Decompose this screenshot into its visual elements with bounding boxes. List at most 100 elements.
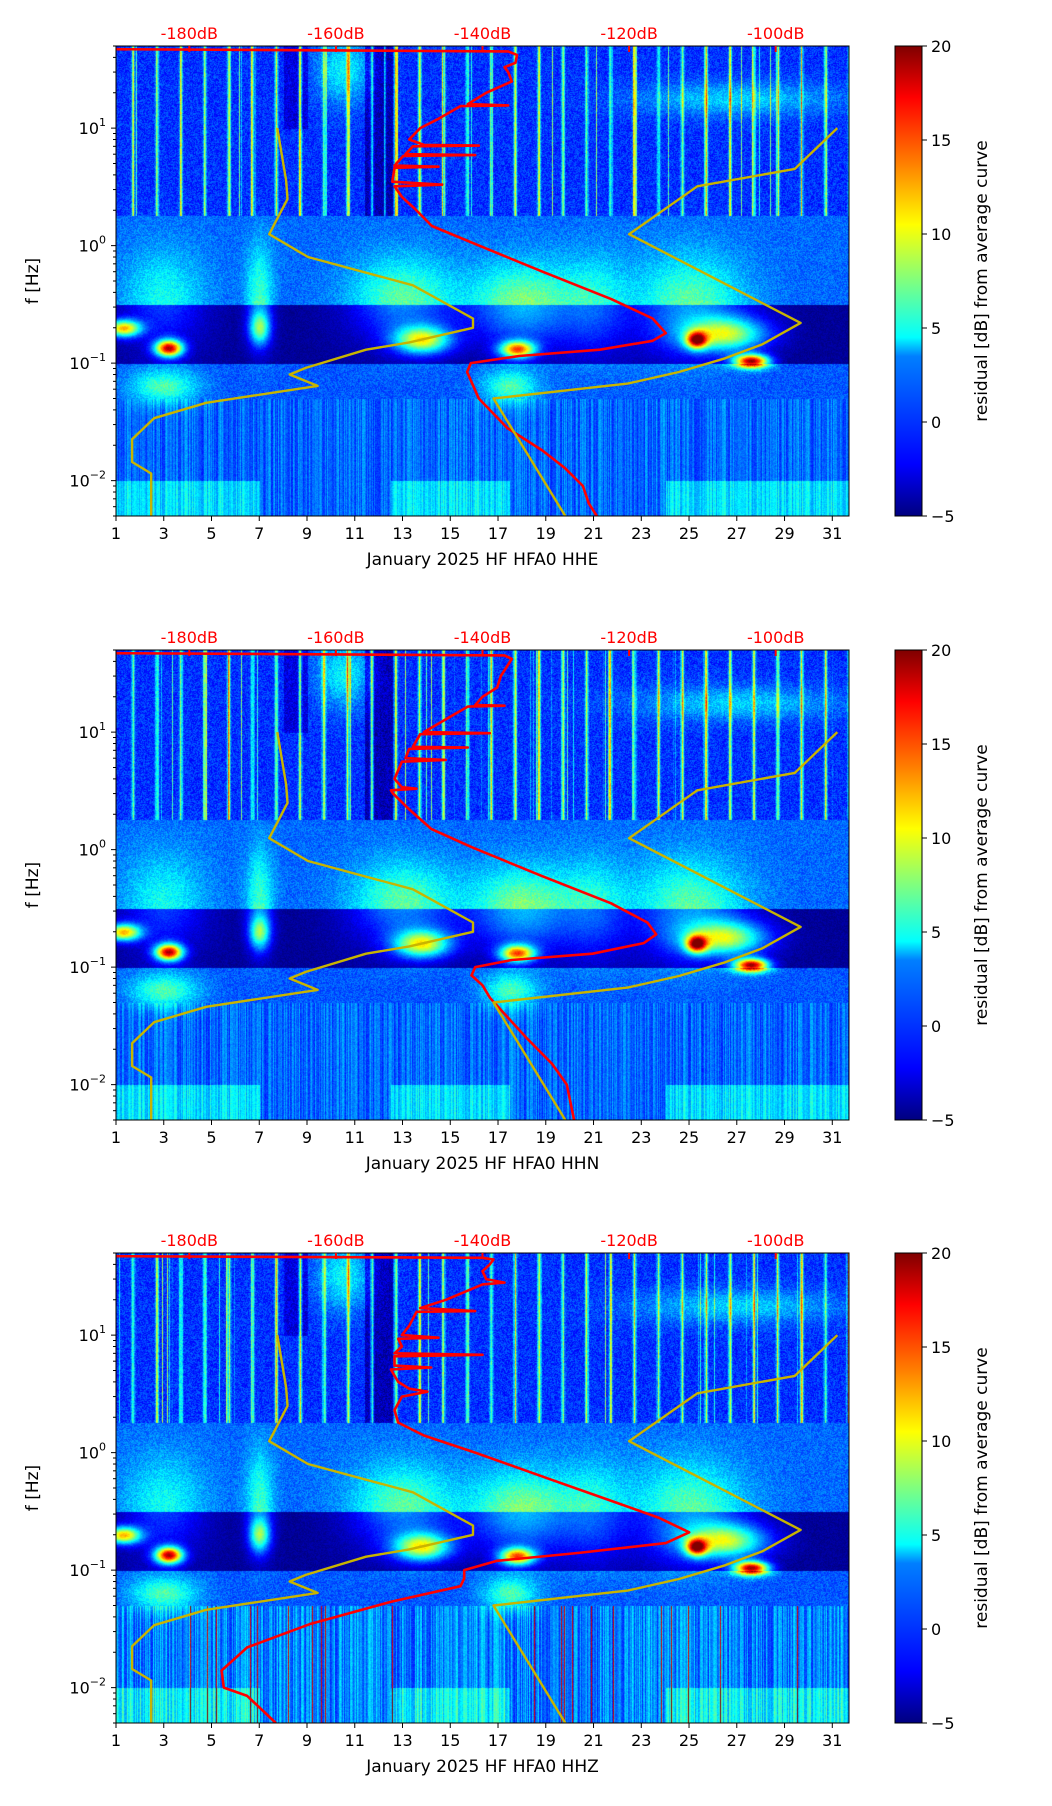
- average-curve-line: [116, 651, 658, 1120]
- x-tick-label: 19: [536, 524, 556, 543]
- average-curve-line: [116, 47, 668, 516]
- x-tick-label: 31: [822, 1128, 842, 1147]
- colorbar-tick-label: 20: [931, 1244, 951, 1263]
- axes-frame: [115, 649, 850, 1121]
- nlnm-curve-line: [130, 1334, 475, 1723]
- panel-1: 1 3 5 7 9 11 13 15 17 19 21 23 25 27 29 3110110010−110−…: [23, 24, 992, 570]
- y-tick-label: 100: [79, 1441, 106, 1463]
- x-tick-label: 5: [206, 1128, 216, 1147]
- colorbar-tick-label: −5: [931, 1714, 955, 1733]
- x-tick-label: 25: [679, 1731, 699, 1750]
- colorbar-tick-label: 15: [931, 1338, 951, 1357]
- y-tick-label: 10−2: [69, 1073, 106, 1095]
- top-db-tick-label: -100dB: [747, 24, 804, 43]
- y-tick-label: 101: [79, 116, 106, 138]
- colorbar-1: [895, 46, 922, 516]
- x-tick-label: 17: [488, 1731, 508, 1750]
- x-tick-label: 3: [159, 1128, 169, 1147]
- colorbar-label: residual [dB] from average curve: [972, 1347, 992, 1628]
- x-tick-label: 31: [822, 524, 842, 543]
- x-tick-label: 1: [111, 1731, 121, 1750]
- y-tick-label: 101: [79, 720, 106, 742]
- x-tick-label: 29: [774, 1731, 794, 1750]
- x-tick-label: 13: [392, 1128, 412, 1147]
- top-db-tick-label: -100dB: [747, 628, 804, 647]
- top-db-tick-label: -140dB: [454, 24, 511, 43]
- x-tick-label: 11: [345, 1731, 365, 1750]
- x-tick-label: 27: [727, 1128, 747, 1147]
- x-tick-label: 9: [302, 1731, 312, 1750]
- x-tick-label: 5: [206, 1731, 216, 1750]
- top-db-tick-label: -180dB: [161, 24, 218, 43]
- average-curve-line: [116, 1254, 691, 1723]
- curves: [116, 1254, 839, 1723]
- x-tick-label: 21: [583, 1731, 603, 1750]
- top-db-tick-label: -160dB: [307, 628, 364, 647]
- panel-3: 1 3 5 7 9 11 13 15 17 19 21 23 25 27 29 3110110010−110−…: [23, 1231, 992, 1777]
- x-tick-label: 7: [254, 1731, 264, 1750]
- colorbar-tick-label: 5: [931, 923, 941, 942]
- x-tick-label: 25: [679, 524, 699, 543]
- x-tick-label: 29: [774, 1128, 794, 1147]
- top-db-tick-label: -140dB: [454, 628, 511, 647]
- colorbar-label: residual [dB] from average curve: [972, 140, 992, 421]
- top-db-tick-label: -180dB: [161, 628, 218, 647]
- axes-frame: [115, 1252, 850, 1724]
- curves: [116, 651, 839, 1120]
- x-tick-label: 1: [111, 1128, 121, 1147]
- x-tick-label: 27: [727, 1731, 747, 1750]
- spectrogram-1: [116, 46, 849, 516]
- y-tick-label: 10−2: [69, 1676, 106, 1698]
- colorbar-tick-label: −5: [931, 507, 955, 526]
- colorbar-tick-label: 10: [931, 1432, 951, 1451]
- y-tick-label: 10−1: [69, 955, 106, 977]
- x-tick-label: 7: [254, 1128, 264, 1147]
- colorbar-tick-label: 0: [931, 1620, 941, 1639]
- x-tick-label: 25: [679, 1128, 699, 1147]
- top-db-tick-label: -120dB: [600, 1231, 657, 1250]
- x-tick-label: 19: [536, 1128, 556, 1147]
- nlnm-curve-line: [130, 127, 475, 516]
- top-db-tick-label: -160dB: [307, 24, 364, 43]
- nhnm-curve-line: [492, 731, 839, 1120]
- colorbar-tick-label: 20: [931, 641, 951, 660]
- x-tick-label: 11: [345, 1128, 365, 1147]
- colorbar-frame: [894, 1252, 923, 1724]
- nhnm-curve-line: [492, 1334, 839, 1723]
- x-tick-label: 21: [583, 1128, 603, 1147]
- top-db-tick-label: -120dB: [600, 24, 657, 43]
- x-tick-label: 5: [206, 524, 216, 543]
- colorbar-tick-label: 0: [931, 1017, 941, 1036]
- x-tick-label: 23: [631, 1128, 651, 1147]
- y-axis-label: f [Hz]: [23, 1465, 43, 1511]
- top-db-tick-label: -120dB: [600, 628, 657, 647]
- x-tick-label: 13: [392, 524, 412, 543]
- top-db-tick-label: -100dB: [747, 1231, 804, 1250]
- colorbar-tick-label: 5: [931, 1526, 941, 1545]
- x-tick-label: 31: [822, 1731, 842, 1750]
- colorbar-3: [895, 1253, 922, 1723]
- curves: [116, 47, 839, 516]
- nlnm-curve-line: [130, 731, 475, 1120]
- colorbar-tick-label: 10: [931, 225, 951, 244]
- panel-2: 1 3 5 7 9 11 13 15 17 19 21 23 25 27 29 3110110010−110−…: [23, 628, 992, 1174]
- y-tick-label: 101: [79, 1323, 106, 1345]
- x-tick-label: 7: [254, 524, 264, 543]
- colorbar-label: residual [dB] from average curve: [972, 744, 992, 1025]
- colorbar-frame: [894, 649, 923, 1121]
- x-tick-label: 1: [111, 524, 121, 543]
- colorbar-frame: [894, 45, 923, 517]
- colorbar-tick-label: 15: [931, 735, 951, 754]
- colorbar-tick-label: 0: [931, 413, 941, 432]
- x-tick-label: 23: [631, 1731, 651, 1750]
- x-tick-label: 19: [536, 1731, 556, 1750]
- x-tick-label: 9: [302, 524, 312, 543]
- nhnm-curve-line: [492, 127, 839, 516]
- x-tick-label: 13: [392, 1731, 412, 1750]
- spectrogram-2: [116, 650, 849, 1120]
- top-db-tick-label: -160dB: [307, 1231, 364, 1250]
- axes-frame: [115, 45, 850, 517]
- y-tick-label: 10−2: [69, 469, 106, 491]
- colorbar-tick-label: 15: [931, 131, 951, 150]
